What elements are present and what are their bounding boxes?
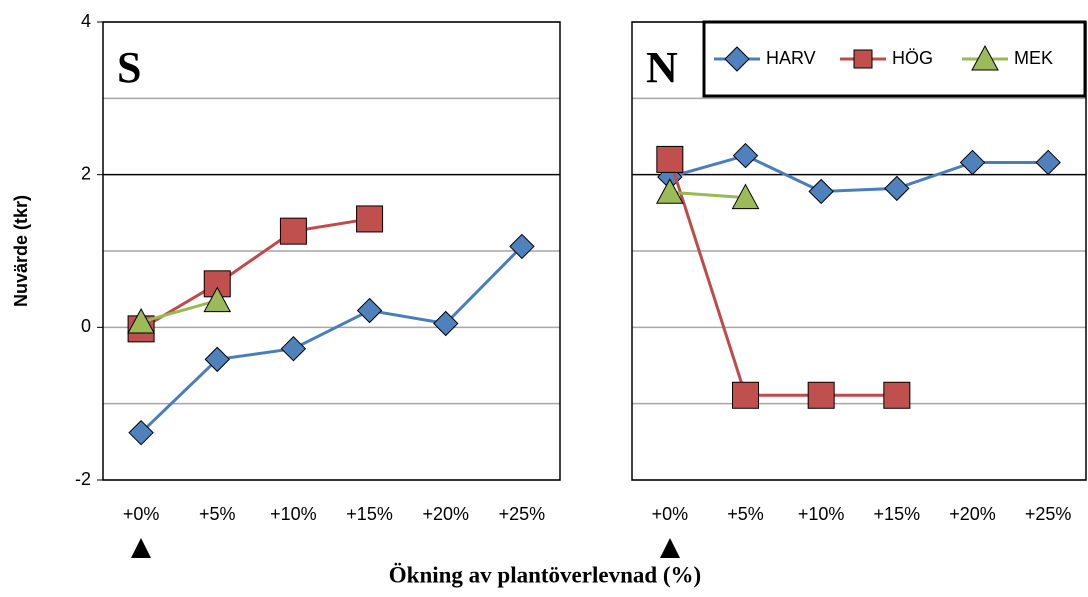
x-tick-label: +15% — [874, 504, 921, 524]
x-tick-label: +25% — [1025, 504, 1072, 524]
baseline-arrow — [660, 538, 680, 558]
series-line — [669, 153, 1049, 193]
x-tick-label: +0% — [652, 504, 689, 524]
diamond-marker — [280, 335, 307, 362]
triangle-marker — [203, 286, 232, 313]
triangle-marker — [655, 178, 684, 204]
legend-label: HARV — [766, 48, 816, 68]
square-marker — [732, 381, 759, 409]
diamond-marker — [128, 419, 154, 446]
plot-frame — [102, 21, 561, 481]
square-marker — [279, 217, 307, 245]
x-tick-label: +20% — [422, 504, 469, 524]
diamond-marker — [732, 142, 759, 169]
y-axis-title: Nuvärde (tkr) — [11, 195, 31, 307]
y-tick-label: -2 — [75, 469, 91, 489]
x-tick-label: +0% — [123, 504, 160, 524]
legend-marker — [853, 49, 873, 69]
y-tick-label: 4 — [81, 11, 91, 31]
diamond-marker — [433, 310, 459, 337]
diamond-marker — [509, 233, 535, 260]
legend-marker — [724, 46, 750, 72]
triangle-marker — [731, 183, 760, 210]
x-tick-label: +5% — [199, 504, 236, 524]
diamond-marker — [1035, 149, 1061, 176]
diamond-marker — [884, 175, 910, 202]
panel-label: S — [117, 43, 141, 92]
diamond-marker — [356, 297, 383, 324]
x-tick-label: +25% — [499, 504, 546, 524]
panel-label: N — [646, 43, 678, 92]
diamond-marker — [959, 149, 986, 176]
square-marker — [356, 205, 384, 233]
square-marker — [883, 381, 911, 409]
series-line — [669, 190, 746, 200]
x-tick-label: +15% — [346, 504, 393, 524]
legend-label: HÖG — [892, 48, 933, 68]
square-marker — [807, 381, 835, 409]
baseline-arrow — [131, 538, 151, 558]
y-tick-label: 2 — [81, 163, 91, 183]
x-tick-label: +5% — [727, 504, 764, 524]
y-tick-label: 0 — [81, 316, 91, 336]
diamond-marker — [808, 178, 834, 205]
square-marker — [656, 145, 684, 173]
legend-label: MEK — [1014, 48, 1053, 68]
triangle-marker — [127, 307, 155, 334]
series-line — [140, 217, 370, 331]
x-tick-label: +10% — [270, 504, 317, 524]
x-axis-title: Ökning av plantöverlevnad (%) — [389, 562, 701, 587]
diamond-marker — [204, 346, 230, 373]
x-tick-label: +10% — [798, 504, 845, 524]
series-line — [140, 245, 523, 434]
legend-marker — [971, 44, 999, 71]
series-line — [140, 299, 218, 324]
x-tick-label: +20% — [949, 504, 996, 524]
legend-box — [702, 20, 1087, 98]
series-line — [668, 158, 897, 397]
